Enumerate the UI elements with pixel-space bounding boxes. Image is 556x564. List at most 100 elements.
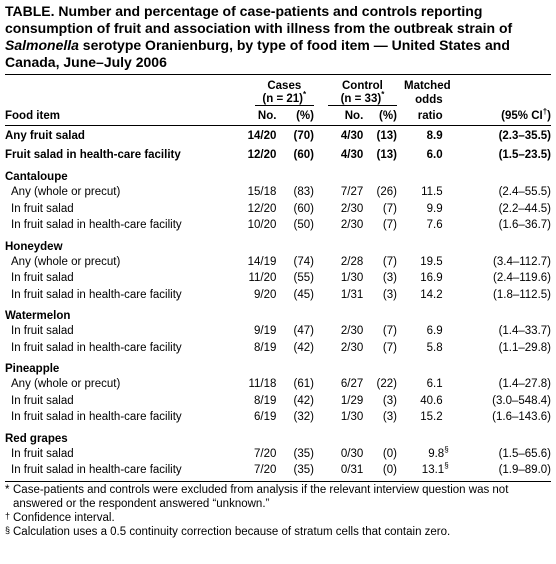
odds-ratio-cell: 19.5 — [420, 255, 443, 268]
cases-no-cell: 9/20 — [254, 288, 277, 301]
cases-pct-cell: (50) — [293, 219, 314, 232]
odds-ratio-cell: 9.9 — [426, 202, 443, 215]
cases-no-cell: 14/20 — [247, 129, 277, 142]
cases-no-cell: 12/20 — [247, 202, 277, 215]
table-document: TABLE. Number and percentage of case-pat… — [5, 0, 551, 539]
data-table: Cases Control Matched (n = 21)* (n = 33)… — [5, 75, 551, 479]
control-pct-cell: (3) — [382, 272, 397, 285]
footnote: § Calculation uses a 0.5 continuity corre… — [5, 525, 551, 539]
cases-pct-cell: (55) — [293, 272, 314, 285]
ci-cell: (1.4–33.7) — [498, 325, 551, 338]
table-row: In fruit salad in health-care facility 8/… — [5, 340, 551, 357]
cases-pct-cell: (45) — [293, 288, 314, 301]
food-item-cell: In fruit salad — [11, 272, 74, 285]
cases-no-cell: 7/20 — [254, 447, 277, 460]
food-item-cell: In fruit salad — [11, 447, 74, 460]
cases-no-cell: 8/19 — [254, 394, 277, 407]
cases-header: Cases — [267, 80, 302, 92]
table-row: In fruit salad 9/19 (47) 2/30 (7) 6.9 (1.4–33.… — [5, 323, 551, 340]
odds-ratio-cell: 40.6 — [420, 394, 443, 407]
table-row: In fruit salad 12/20 (60) 2/30 (7) 9.9 (2.2–44… — [5, 201, 551, 218]
table-row: In fruit salad in health-care facility 6/… — [5, 409, 551, 426]
food-item-cell: In fruit salad — [11, 202, 74, 215]
food-item-cell: Any fruit salad — [5, 129, 85, 142]
footnote-mark: § — [444, 444, 449, 454]
table-row: Any (whole or precut) 15/18 (83) 7/27 (26) 11… — [5, 184, 551, 201]
table-row: Any (whole or precut) 14/19 (74) 2/28 (7) 19.… — [5, 254, 551, 271]
cases-pct-cell: (35) — [293, 464, 314, 477]
cases-pct-header: (%) — [296, 110, 314, 122]
group-header-row: Cantaloupe — [5, 164, 551, 184]
odds-ratio-cell: 16.9 — [420, 272, 443, 285]
group-label: Honeydew — [5, 240, 63, 253]
ci-cell: (2.4–55.5) — [498, 186, 551, 199]
control-no-cell: 2/30 — [340, 341, 364, 354]
table-row: In fruit salad in health-care facility 10… — [5, 217, 551, 234]
ci-cell: (2.4–119.6) — [493, 272, 551, 285]
cases-no-cell: 12/20 — [247, 148, 277, 161]
control-no-cell: 4/30 — [340, 148, 364, 161]
cases-pct-cell: (74) — [293, 255, 314, 268]
cases-pct-cell: (70) — [293, 129, 314, 142]
footnote-text: Calculation uses a 0.5 continuity correc… — [13, 525, 451, 538]
footnote-text: Case-patients and controls were excluded… — [13, 483, 509, 510]
title-italic: Salmonella — [5, 37, 79, 53]
table-row: In fruit salad 11/20 (55) 1/30 (3) 16.9 (2.4–1… — [5, 270, 551, 287]
control-n-header: (n = 33)* — [327, 91, 397, 106]
food-item-cell: Any (whole or precut) — [11, 255, 121, 268]
control-no-cell: 1/30 — [340, 411, 364, 424]
cases-pct-cell: (61) — [293, 378, 314, 391]
control-no-cell: 1/30 — [340, 272, 364, 285]
cases-no-cell: 6/19 — [254, 411, 277, 424]
odds-ratio-cell: 13.1§ — [421, 461, 449, 477]
food-item-cell: In fruit salad in health-care facility — [11, 411, 182, 424]
odds-ratio-cell: 11.5 — [421, 186, 443, 199]
cases-pct-cell: (32) — [293, 411, 314, 424]
control-pct-cell: (7) — [382, 325, 397, 338]
table-row: Fruit salad in health-care facility 12/20… — [5, 145, 551, 164]
group-label: Red grapes — [5, 432, 68, 445]
table-row: In fruit salad 7/20 (35) 0/30 (0) 9.8§ (1.5–65… — [5, 444, 551, 463]
ci-cell: (2.2–44.5) — [498, 202, 551, 215]
group-header-row: Honeydew — [5, 234, 551, 254]
cases-pct-cell: (83) — [293, 186, 314, 199]
odds-ratio-cell: 9.8§ — [428, 444, 449, 460]
ci-cell: (1.1–29.8) — [498, 341, 551, 354]
control-pct-cell: (0) — [382, 464, 397, 477]
control-no-cell: 4/30 — [340, 129, 364, 142]
control-pct-cell: (3) — [382, 288, 397, 301]
ci-cell: (1.6–143.6) — [492, 411, 551, 424]
odds-ratio-cell: 6.9 — [426, 325, 443, 338]
cases-n-header: (n = 21)* — [254, 91, 314, 106]
odds-ratio-cell: 7.6 — [426, 219, 443, 232]
food-item-cell: In fruit salad in health-care facility — [11, 219, 182, 232]
table-body: Any fruit salad 14/20 (70) 4/30 (13) 8.9 (2.3–… — [5, 126, 551, 479]
cases-no-cell: 9/19 — [254, 325, 277, 338]
table-row: In fruit salad 8/19 (42) 1/29 (3) 40.6 (3.0–54… — [5, 393, 551, 410]
matched-header: Matched — [403, 80, 451, 92]
cases-pct-cell: (42) — [293, 394, 314, 407]
group-label: Pineapple — [5, 363, 60, 375]
control-no-header: No. — [344, 110, 364, 122]
footnote-mark: § — [444, 461, 449, 471]
control-pct-header: (%) — [379, 110, 397, 122]
ci-cell: (1.8–112.5) — [493, 288, 551, 301]
food-item-cell: Any (whole or precut) — [11, 378, 121, 391]
control-no-cell: 2/28 — [340, 255, 364, 268]
group-header-row: Pineapple — [5, 356, 551, 376]
title-rule — [5, 74, 551, 75]
odds-ratio-cell: 5.8 — [426, 341, 443, 354]
control-pct-cell: (13) — [376, 129, 397, 142]
control-pct-cell: (26) — [376, 186, 397, 199]
control-no-cell: 0/30 — [340, 447, 364, 460]
cases-no-cell: 11/18 — [248, 378, 277, 391]
ci-cell: (1.4–27.8) — [498, 378, 551, 391]
ratio-header: ratio — [417, 110, 443, 122]
control-pct-cell: (0) — [382, 447, 397, 460]
cases-pct-cell: (35) — [293, 447, 314, 460]
food-item-cell: In fruit salad in health-care facility — [11, 341, 182, 354]
title-prefix: TABLE. — [5, 3, 55, 19]
cases-no-cell: 11/20 — [248, 272, 277, 285]
food-item-cell: Any (whole or precut) — [11, 186, 121, 199]
control-pct-cell: (13) — [376, 148, 397, 161]
